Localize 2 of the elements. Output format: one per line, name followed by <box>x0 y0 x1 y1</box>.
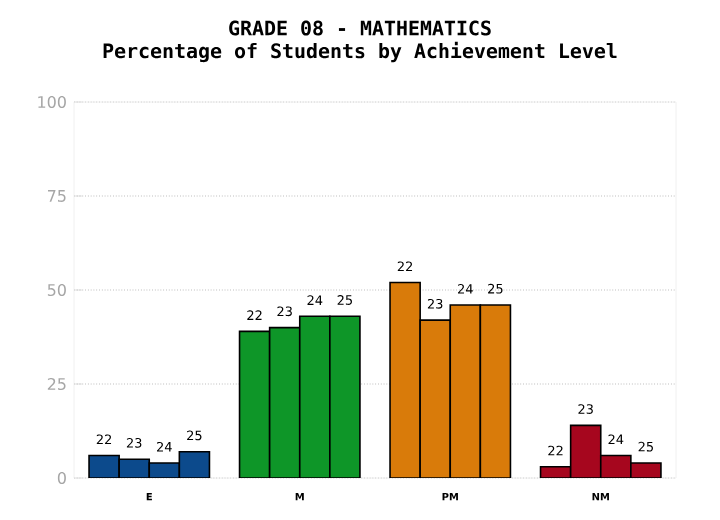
chart-title: GRADE 08 - MATHEMATICS <box>229 20 491 36</box>
chart-subtitle: Percentage of Students by Achievement Level <box>103 41 617 63</box>
